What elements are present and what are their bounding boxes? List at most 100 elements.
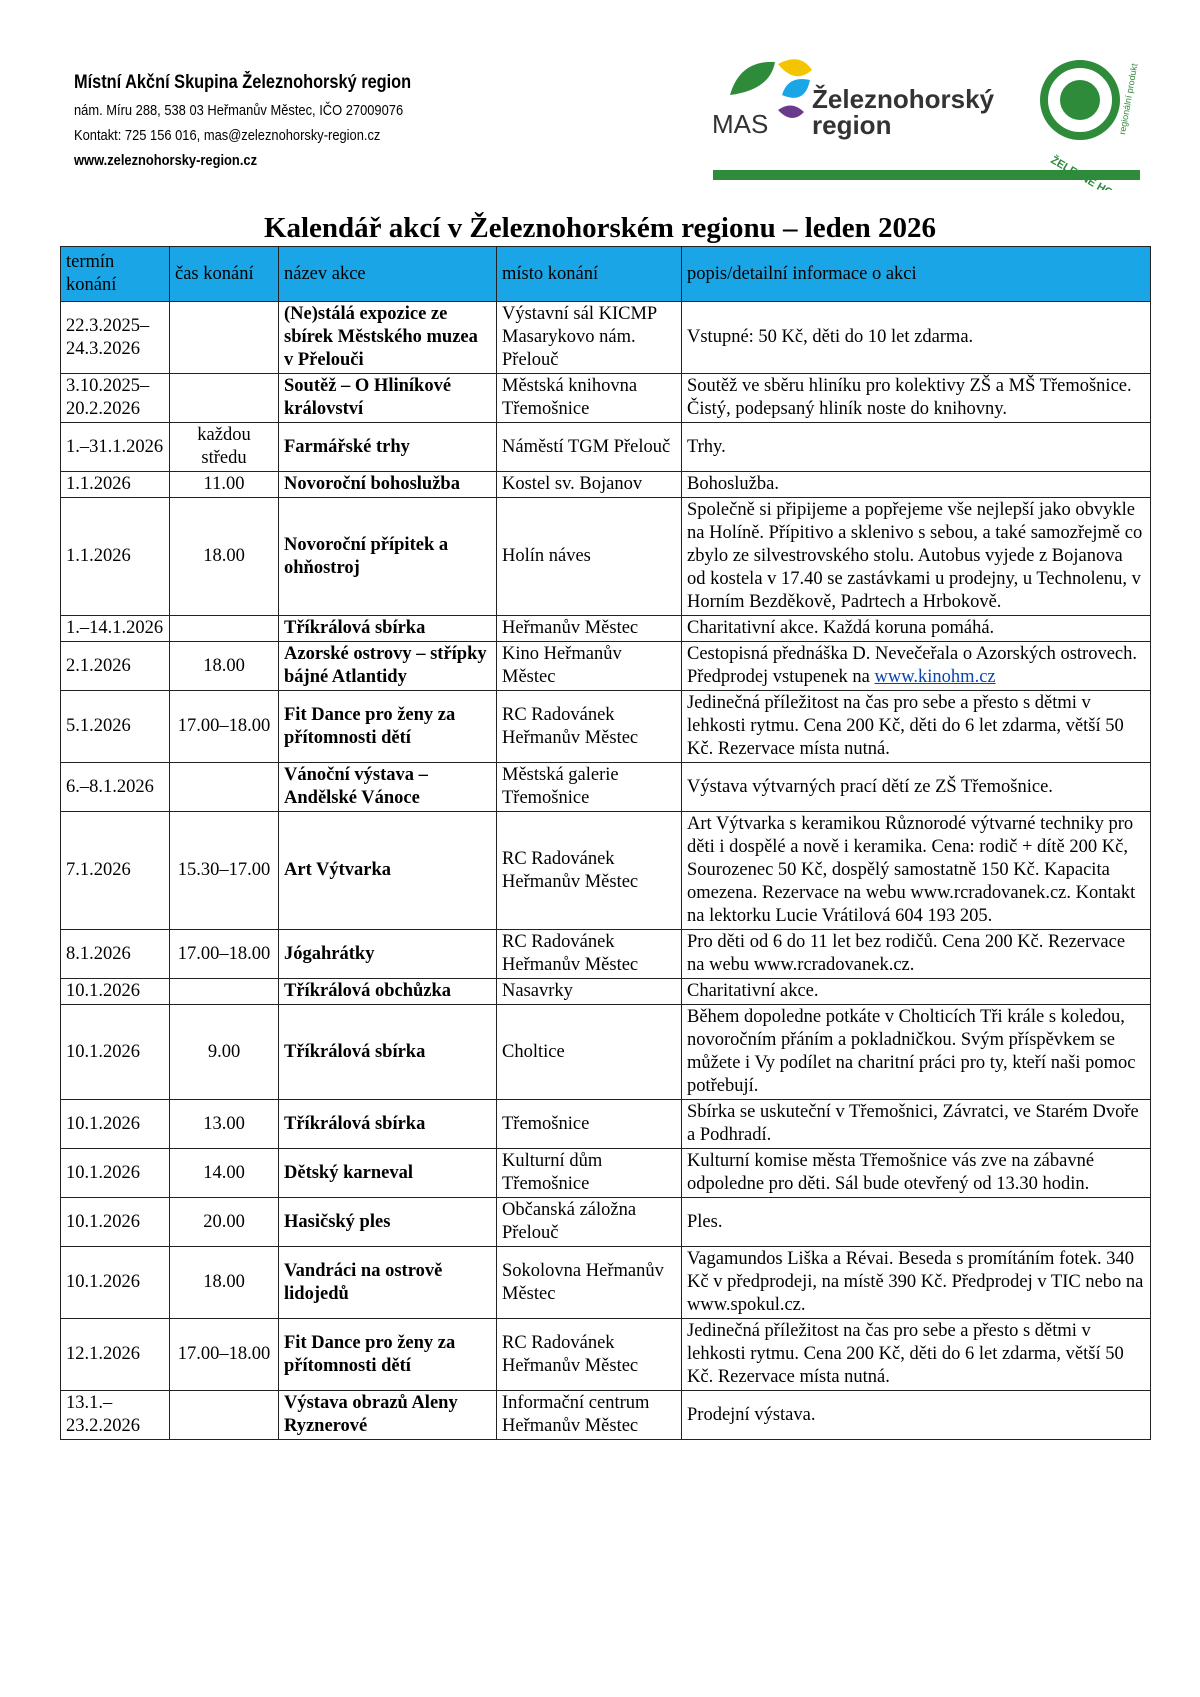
cell: Třemošnice [496,1099,682,1149]
event-row: 7.1.2026 15.30–17.00 Art Výtvarka RC Radová… [60,811,1151,930]
column-header: čas konání [169,246,279,302]
cell: 5.1.2026 [60,690,170,763]
cell: Hasičský ples [278,1197,497,1247]
cell: 2.1.2026 [60,641,170,691]
cell: Prodejní výstava. [681,1390,1151,1440]
cell: 17.00–18.00 [169,690,279,763]
event-row: 10.1.2026 Tříkrálová obchůzka Nasavrky Char… [60,978,1151,1005]
cell: Jógahrátky [278,929,497,979]
cell: Vandráci na ostrově lidojedů [278,1246,497,1319]
event-row: 10.1.2026 14.00 Dětský karneval Kulturní dů… [60,1148,1151,1198]
cell: Společně si připijeme a popřejeme vše ne… [681,497,1151,616]
product-logo [1060,80,1100,120]
green-bar [713,170,1140,180]
cell: 3.10.2025–20.2.2026 [60,373,170,423]
event-row: 1.1.2026 11.00 Novoroční bohoslužba Kostel … [60,471,1151,498]
cell: Novoroční přípitek a ohňostroj [278,497,497,616]
cell: Vagamundos Liška a Révai. Beseda s promí… [681,1246,1151,1319]
logo-leaf [778,105,804,119]
logos: MAS Železnohorský region ŽELEZNÉ HORY re… [712,59,1140,190]
event-row: 2.1.2026 18.00 Azorské ostrovy – střípky b… [60,641,1151,691]
cell: Soutěž – O Hliníkové království [278,373,497,423]
cell: 22.3.2025–24.3.2026 [60,301,170,374]
event-row: 10.1.2026 20.00 Hasičský ples Občanská zálo… [60,1197,1151,1247]
cell: Sokolovna Heřmanův Městec [496,1246,682,1319]
empty-cell [169,615,279,642]
cell: Cestopisná přednáška D. Nevečeřala o Azo… [681,641,1151,691]
cell: Azorské ostrovy – střípky bájné Atlantid… [278,641,497,691]
cell: 1.–31.1.2026 [60,422,170,472]
cell: Informační centrum Heřmanův Městec [496,1390,682,1440]
logo-leaf [782,79,810,98]
cell: 9.00 [169,1004,279,1100]
cell: Pro děti od 6 do 11 let bez rodičů. Cena… [681,929,1151,979]
cell: 8.1.2026 [60,929,170,979]
cell: RC Radovánek Heřmanův Městec [496,1318,682,1391]
empty-cell [169,762,279,812]
cell: RC Radovánek Heřmanův Městec [496,811,682,930]
cell: Náměstí TGM Přelouč [496,422,682,472]
cell: Výstava obrazů Aleny Ryznerové [278,1390,497,1440]
event-row: 10.1.2026 9.00 Tříkrálová sbírka Choltice Bě… [60,1004,1151,1100]
cell: Kostel sv. Bojanov [496,471,682,498]
cell: Charitativní akce. Každá koruna pomáhá. [681,615,1151,642]
link[interactable]: www.kinohm.cz [874,667,996,687]
cell: Během dopoledne potkáte v Cholticích Tři… [681,1004,1151,1100]
org-header: Místní Akční Skupina Železnohorský regio… [74,68,411,173]
cell: Art Výtvarka [278,811,497,930]
empty-cell [169,373,279,423]
event-row: 1.–31.1.2026 každou středu Farmářské trhy N… [60,422,1151,472]
cell: 10.1.2026 [60,1197,170,1247]
cell: 10.1.2026 [60,1004,170,1100]
cell: 20.00 [169,1197,279,1247]
column-header: místo konání [496,246,682,302]
event-row: 5.1.2026 17.00–18.00 Fit Dance pro ženy za… [60,690,1151,763]
cell: Trhy. [681,422,1151,472]
cell: Kulturní dům Třemošnice [496,1148,682,1198]
table-body: 22.3.2025–24.3.2026 (Ne)stálá expozice ze… [60,301,1151,1440]
cell: Kulturní komise města Třemošnice vás zve… [681,1148,1151,1198]
cell: Občanská záložna Přelouč [496,1197,682,1247]
product-text: regionální produkt [1117,62,1139,135]
cell: 18.00 [169,641,279,691]
empty-cell [169,978,279,1005]
cell: 13.00 [169,1099,279,1149]
cell: Tříkrálová sbírka [278,1004,497,1100]
event-row: 1.1.2026 18.00 Novoroční přípitek a ohňost… [60,497,1151,616]
cell: Bohoslužba. [681,471,1151,498]
cell: Choltice [496,1004,682,1100]
event-row: 1.–14.1.2026 Tříkrálová sbírka Heřmanův Mě… [60,615,1151,642]
cell: Novoroční bohoslužba [278,471,497,498]
cell: Městská knihovna Třemošnice [496,373,682,423]
cell: Výstavní sál KICMP Masarykovo nám. Přelo… [496,301,682,374]
cell: RC Radovánek Heřmanův Městec [496,929,682,979]
logo-name: region [812,110,891,140]
cell: Farmářské trhy [278,422,497,472]
event-row: 13.1.–23.2.2026 Výstava obrazů Aleny Ryzn… [60,1390,1151,1440]
cell: 10.1.2026 [60,978,170,1005]
cell: Městská galerie Třemošnice [496,762,682,812]
empty-cell [169,1390,279,1440]
cell: Heřmanův Městec [496,615,682,642]
event-row: 10.1.2026 18.00 Vandráci na ostrově lidoje… [60,1246,1151,1319]
cell: Vánoční výstava – Andělské Vánoce [278,762,497,812]
logo-name: Železnohorský [812,84,995,114]
cell: 1.1.2026 [60,471,170,498]
events-table: termín konání čas konání název akce místo k… [60,246,1151,1440]
cell: Sbírka se uskuteční v Třemošnici, Závrat… [681,1099,1151,1149]
cell: Nasavrky [496,978,682,1005]
product-logo [1040,60,1120,140]
cell: Tříkrálová sbírka [278,615,497,642]
cell: Tříkrálová obchůzka [278,978,497,1005]
org-name: Místní Akční Skupina Železnohorský regio… [74,72,412,93]
cell: Ples. [681,1197,1151,1247]
cell: Jedinečná příležitost na čas pro sebe a … [681,690,1151,763]
column-header: popis/detailní informace o akci [681,246,1151,302]
event-row: 22.3.2025–24.3.2026 (Ne)stálá expozice ze… [60,301,1151,374]
cell: Jedinečná příležitost na čas pro sebe a … [681,1318,1151,1391]
cell: RC Radovánek Heřmanův Městec [496,690,682,763]
header-row: termín konání čas konání název akce místo k… [60,246,1151,302]
cell: 6.–8.1.2026 [60,762,170,812]
cell: 17.00–18.00 [169,1318,279,1391]
